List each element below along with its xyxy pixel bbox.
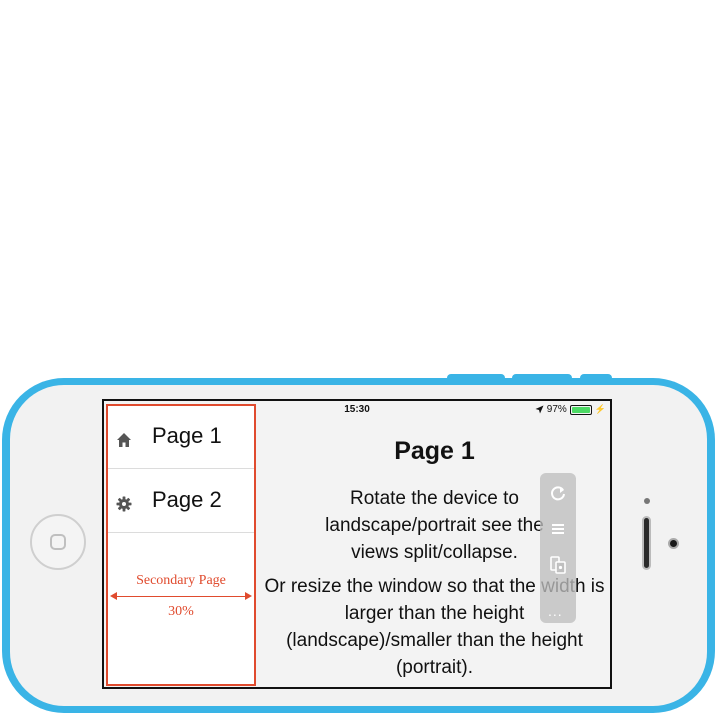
more-icon[interactable]: ... <box>548 603 563 619</box>
width-arrow-right <box>245 592 252 600</box>
status-right: 97% ⚡ <box>535 404 606 415</box>
menu-item-page-1[interactable]: Page 1 <box>108 406 254 469</box>
volume-button-2 <box>512 374 572 380</box>
side-menu: Page 1 Page 2 Secondary Page <box>106 404 256 686</box>
page-title: Page 1 <box>394 437 475 465</box>
battery-icon <box>569 404 592 415</box>
volume-button-1 <box>447 374 505 380</box>
speaker-grille <box>642 516 651 570</box>
devices-icon[interactable] <box>546 553 570 577</box>
width-arrow-line <box>112 596 250 597</box>
home-button-icon <box>50 534 66 550</box>
location-arrow-icon <box>535 405 544 414</box>
menu-item-label: Page 1 <box>152 423 222 448</box>
power-button <box>580 374 612 380</box>
battery-fill <box>571 406 590 413</box>
width-arrow-left <box>110 592 117 600</box>
screen-content: au 15:30 97% ⚡ <box>104 401 610 687</box>
menu-item-label: Page 2 <box>152 487 222 512</box>
width-percent-annotation: 30% <box>168 604 194 619</box>
charging-icon: ⚡ <box>594 404 606 414</box>
menu-item-page-2[interactable]: Page 2 <box>108 470 254 533</box>
gear-icon <box>116 496 132 512</box>
device-screen: au 15:30 97% ⚡ <box>102 399 612 689</box>
refresh-icon[interactable] <box>546 481 570 505</box>
floating-toolbar: ... <box>540 473 576 623</box>
instruction-paragraph-rotate: Rotate the device to landscape/portrait … <box>325 488 544 563</box>
status-time: 15:30 <box>344 404 370 415</box>
home-icon <box>117 433 131 447</box>
battery-percent: 97% <box>546 404 567 415</box>
proximity-sensor <box>644 498 650 504</box>
main-content: Page 1 Rotate the device to landscape/po… <box>259 423 610 687</box>
home-button[interactable] <box>30 514 86 570</box>
secondary-page-annotation: Secondary Page <box>136 573 226 588</box>
front-camera <box>668 538 679 549</box>
list-icon[interactable] <box>546 517 570 541</box>
instruction-paragraph-resize: Or resize the window so that the width i… <box>264 576 605 678</box>
